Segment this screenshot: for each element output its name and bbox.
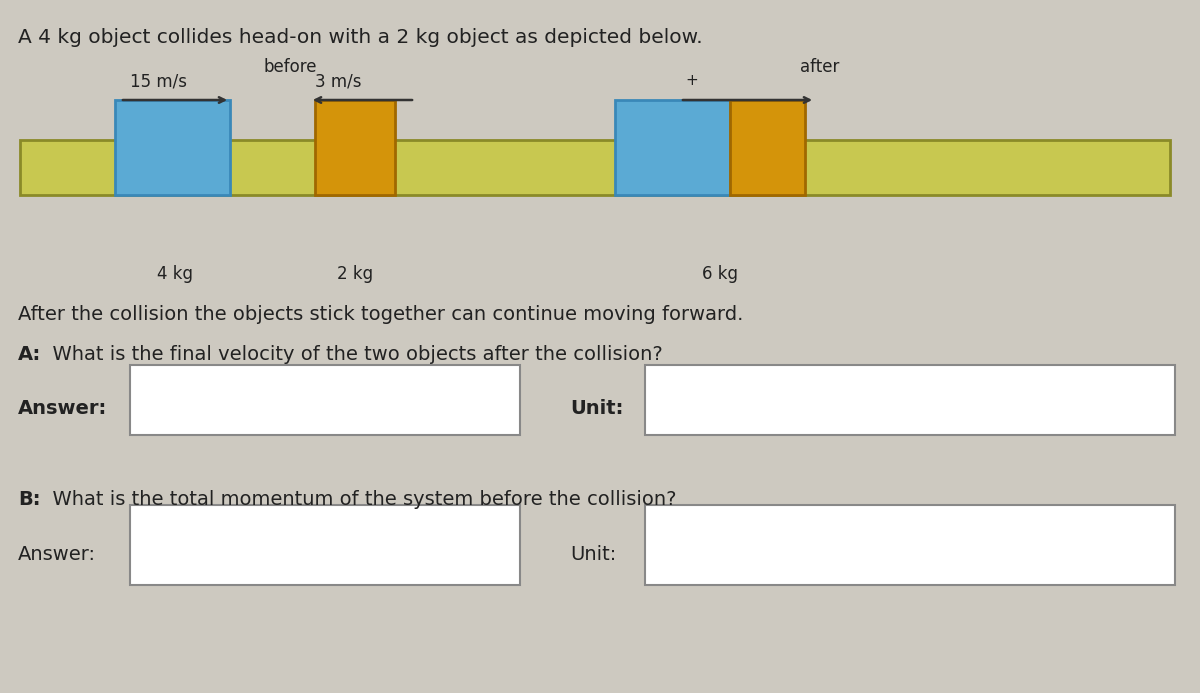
Bar (314, 100, 395, 195)
Text: What is the total momentum of the system before the collision?: What is the total momentum of the system… (40, 490, 677, 509)
Bar (20, 140, 1170, 195)
Bar (646, 365, 1175, 435)
Text: Answer:: Answer: (18, 398, 107, 417)
Text: A 4 kg object collides head-on with a 2 kg object as depicted below.: A 4 kg object collides head-on with a 2 … (18, 28, 703, 47)
Text: 6 kg: 6 kg (702, 265, 738, 283)
Bar (616, 100, 730, 195)
Bar (730, 100, 805, 195)
Text: 3 m/s: 3 m/s (314, 72, 361, 90)
Bar (130, 365, 520, 435)
Text: A:: A: (18, 345, 41, 364)
Text: before: before (263, 58, 317, 76)
Text: Unit:: Unit: (570, 398, 623, 417)
Bar (646, 505, 1175, 585)
Text: B:: B: (18, 490, 41, 509)
Bar (130, 505, 520, 585)
Text: Answer:: Answer: (18, 545, 96, 565)
Text: Unit:: Unit: (570, 545, 617, 565)
Text: 2 kg: 2 kg (337, 265, 373, 283)
Text: What is the final velocity of the two objects after the collision?: What is the final velocity of the two ob… (40, 345, 662, 364)
Text: 4 kg: 4 kg (157, 265, 193, 283)
Text: +: + (685, 73, 697, 88)
Text: after: after (800, 58, 840, 76)
Bar (115, 100, 230, 195)
Text: 15 m/s: 15 m/s (130, 72, 187, 90)
Text: After the collision the objects stick together can continue moving forward.: After the collision the objects stick to… (18, 305, 743, 324)
